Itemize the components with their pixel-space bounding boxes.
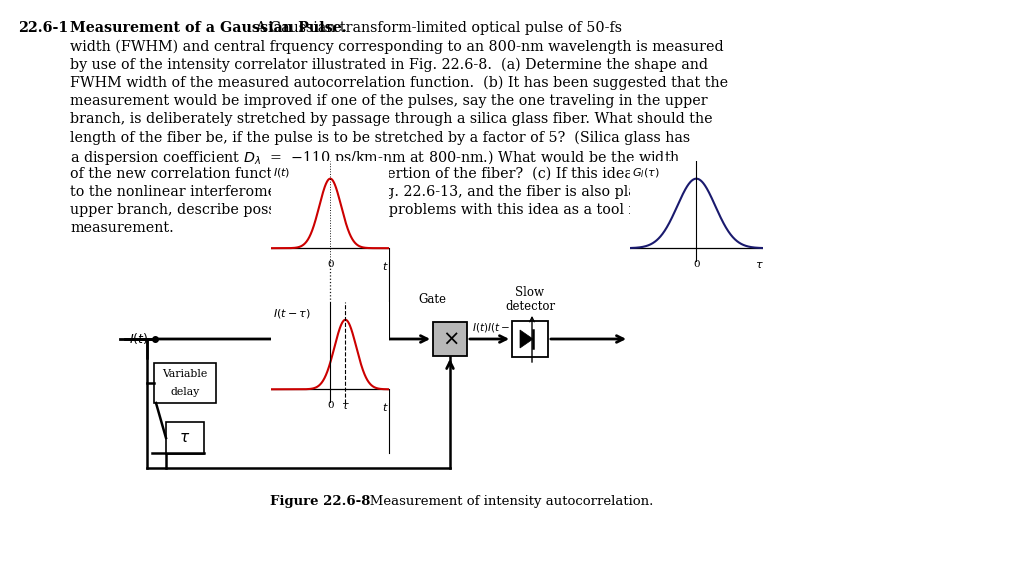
Text: A Gaussian transform-limited optical pulse of 50-fs: A Gaussian transform-limited optical pul… [255,21,622,35]
Text: 0: 0 [327,401,334,410]
Text: delay: delay [170,387,200,397]
Text: measurement.: measurement. [70,221,174,235]
Bar [154,363,216,403]
Text: $t$: $t$ [382,260,389,272]
Text: 22.6-1: 22.6-1 [18,21,69,35]
Text: $t$: $t$ [382,401,389,413]
Bar [512,321,548,357]
Text: Variable: Variable [163,369,208,379]
Text: by use of the intensity correlator illustrated in Fig. 22.6-8.  (a) Determine th: by use of the intensity correlator illus… [70,58,708,72]
Text: $\tau$: $\tau$ [341,401,350,411]
Text: Figure 22.6-8: Figure 22.6-8 [270,495,371,507]
Text: FWHM width of the measured autocorrelation function.  (b) It has been suggested : FWHM width of the measured autocorrelati… [70,75,728,90]
Text: $\tau$: $\tau$ [755,260,764,270]
Text: $I(t-\tau)$: $I(t-\tau)$ [273,307,311,320]
Text: Gate: Gate [418,293,446,306]
Text: $G_I(\tau)$: $G_I(\tau)$ [632,166,659,180]
Bar [433,322,467,356]
Polygon shape [520,330,534,348]
Text: branch, is deliberately stretched by passage through a silica glass fiber. What : branch, is deliberately stretched by pas… [70,112,713,126]
Text: width (FWHM) and central frquency corresponding to an 800-nm wavelength is measu: width (FWHM) and central frquency corres… [70,39,724,54]
Text: to the nonlinear interferometer shown in Fig. 22.6-13, and the fiber is also pla: to the nonlinear interferometer shown in… [70,185,709,199]
Text: a dispersion coefficient $D_\lambda$  =  −110 ps/km-nm at 800-nm.) What would be: a dispersion coefficient $D_\lambda$ = −… [70,149,681,168]
Text: $I(t)$: $I(t)$ [129,331,148,346]
Text: 0: 0 [693,260,699,269]
Bar [166,422,204,454]
Text: upper branch, describe possible merits and problems with this idea as a tool for: upper branch, describe possible merits a… [70,203,692,217]
Text: $\tau$: $\tau$ [179,431,190,445]
Text: $I(t)$: $I(t)$ [273,166,291,179]
Text: Slow: Slow [515,286,545,299]
Text: Measurement of a Gaussian Pulse.: Measurement of a Gaussian Pulse. [70,21,347,35]
Text: length of the fiber be, if the pulse is to be stretched by a factor of 5?  (Sili: length of the fiber be, if the pulse is … [70,130,690,145]
Text: measurement would be improved if one of the pulses, say the one traveling in the: measurement would be improved if one of … [70,94,708,108]
Text: 0: 0 [327,260,334,269]
Text: Measurement of intensity autocorrelation.: Measurement of intensity autocorrelation… [357,495,653,507]
Text: $\times$: $\times$ [441,329,459,349]
Text: $I(t)I(t-\tau)$: $I(t)I(t-\tau)$ [472,321,522,334]
Text: detector: detector [505,300,555,313]
Text: of the new correlation function after the insertion of the fiber?  (c) If this i: of the new correlation function after th… [70,166,707,181]
